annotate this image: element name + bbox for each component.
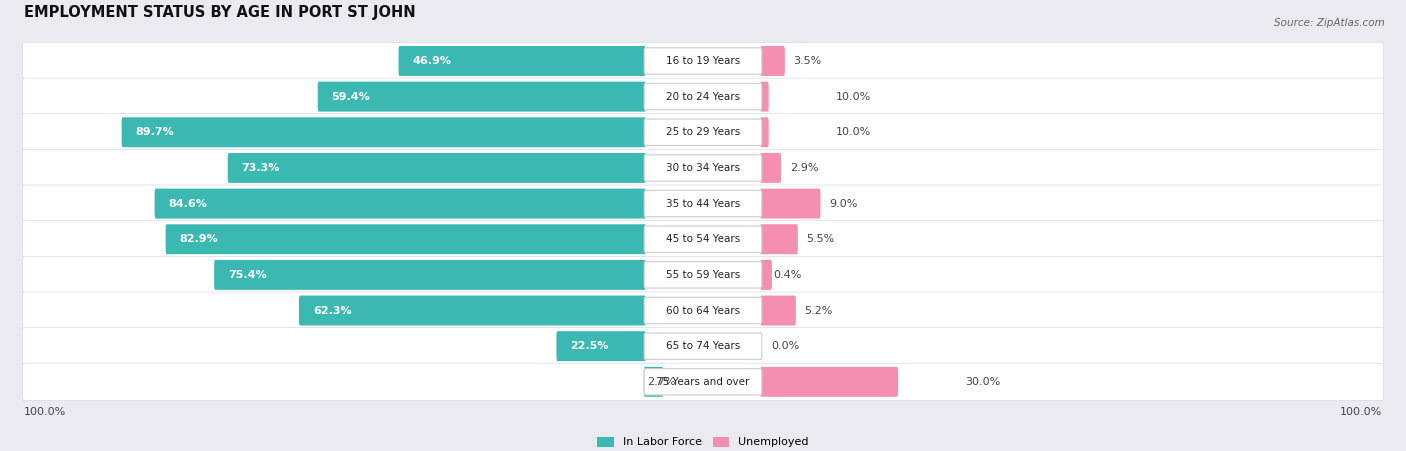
Text: 30 to 34 Years: 30 to 34 Years xyxy=(666,163,740,173)
Text: 75.4%: 75.4% xyxy=(228,270,267,280)
FancyBboxPatch shape xyxy=(761,117,769,147)
Text: 82.9%: 82.9% xyxy=(180,234,218,244)
FancyBboxPatch shape xyxy=(22,221,1384,258)
Text: 10.0%: 10.0% xyxy=(835,92,870,101)
Text: 73.3%: 73.3% xyxy=(242,163,280,173)
Text: 0.4%: 0.4% xyxy=(773,270,801,280)
FancyBboxPatch shape xyxy=(22,256,1384,294)
FancyBboxPatch shape xyxy=(22,292,1384,329)
Text: 84.6%: 84.6% xyxy=(169,198,208,208)
FancyBboxPatch shape xyxy=(644,155,762,181)
Text: 100.0%: 100.0% xyxy=(24,407,66,417)
FancyBboxPatch shape xyxy=(644,83,762,110)
Text: 25 to 29 Years: 25 to 29 Years xyxy=(666,127,740,137)
FancyBboxPatch shape xyxy=(761,367,898,397)
FancyBboxPatch shape xyxy=(644,368,762,395)
FancyBboxPatch shape xyxy=(22,327,1384,365)
Text: 5.2%: 5.2% xyxy=(804,305,832,316)
FancyBboxPatch shape xyxy=(166,224,645,254)
FancyBboxPatch shape xyxy=(155,189,645,219)
FancyBboxPatch shape xyxy=(22,149,1384,186)
Text: 10.0%: 10.0% xyxy=(835,127,870,137)
Text: 5.5%: 5.5% xyxy=(807,234,835,244)
Text: 22.5%: 22.5% xyxy=(571,341,609,351)
Text: 55 to 59 Years: 55 to 59 Years xyxy=(666,270,740,280)
FancyBboxPatch shape xyxy=(22,364,1384,400)
FancyBboxPatch shape xyxy=(644,48,762,74)
Text: 30.0%: 30.0% xyxy=(965,377,1000,387)
FancyBboxPatch shape xyxy=(398,46,645,76)
Text: 59.4%: 59.4% xyxy=(332,92,370,101)
Text: 20 to 24 Years: 20 to 24 Years xyxy=(666,92,740,101)
FancyBboxPatch shape xyxy=(22,42,1384,79)
Text: 3.5%: 3.5% xyxy=(793,56,823,66)
Text: 75 Years and over: 75 Years and over xyxy=(657,377,749,387)
FancyBboxPatch shape xyxy=(761,260,772,290)
Text: 89.7%: 89.7% xyxy=(135,127,174,137)
Text: 16 to 19 Years: 16 to 19 Years xyxy=(666,56,740,66)
FancyBboxPatch shape xyxy=(22,78,1384,115)
FancyBboxPatch shape xyxy=(121,117,645,147)
FancyBboxPatch shape xyxy=(644,333,762,359)
FancyBboxPatch shape xyxy=(761,295,796,326)
FancyBboxPatch shape xyxy=(761,82,769,111)
FancyBboxPatch shape xyxy=(644,262,762,288)
Text: 62.3%: 62.3% xyxy=(312,305,352,316)
Text: 9.0%: 9.0% xyxy=(830,198,858,208)
Text: 65 to 74 Years: 65 to 74 Years xyxy=(666,341,740,351)
FancyBboxPatch shape xyxy=(761,153,780,183)
FancyBboxPatch shape xyxy=(22,185,1384,222)
FancyBboxPatch shape xyxy=(318,82,645,111)
FancyBboxPatch shape xyxy=(299,295,645,326)
Text: 45 to 54 Years: 45 to 54 Years xyxy=(666,234,740,244)
Text: EMPLOYMENT STATUS BY AGE IN PORT ST JOHN: EMPLOYMENT STATUS BY AGE IN PORT ST JOHN xyxy=(24,5,415,20)
FancyBboxPatch shape xyxy=(644,119,762,146)
Text: 100.0%: 100.0% xyxy=(1340,407,1382,417)
FancyBboxPatch shape xyxy=(644,226,762,253)
FancyBboxPatch shape xyxy=(761,189,821,219)
Text: 2.9%: 2.9% xyxy=(790,163,818,173)
FancyBboxPatch shape xyxy=(228,153,645,183)
Text: 46.9%: 46.9% xyxy=(412,56,451,66)
FancyBboxPatch shape xyxy=(644,367,664,397)
FancyBboxPatch shape xyxy=(22,114,1384,151)
Text: 2.7%: 2.7% xyxy=(647,377,676,387)
FancyBboxPatch shape xyxy=(761,224,797,254)
FancyBboxPatch shape xyxy=(557,331,645,361)
Text: 35 to 44 Years: 35 to 44 Years xyxy=(666,198,740,208)
FancyBboxPatch shape xyxy=(644,297,762,324)
Legend: In Labor Force, Unemployed: In Labor Force, Unemployed xyxy=(593,432,813,451)
Text: 0.0%: 0.0% xyxy=(770,341,799,351)
Text: Source: ZipAtlas.com: Source: ZipAtlas.com xyxy=(1274,18,1385,28)
Text: 60 to 64 Years: 60 to 64 Years xyxy=(666,305,740,316)
FancyBboxPatch shape xyxy=(761,46,785,76)
FancyBboxPatch shape xyxy=(644,190,762,217)
FancyBboxPatch shape xyxy=(214,260,645,290)
